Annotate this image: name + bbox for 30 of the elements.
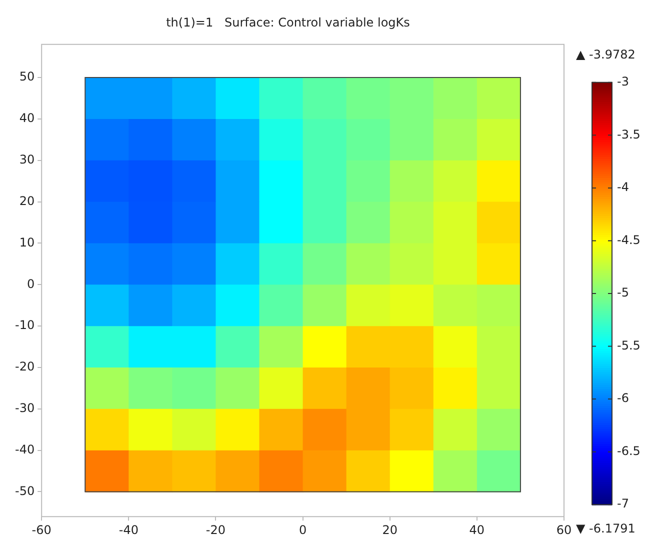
y-tick-label: -10 xyxy=(14,318,35,332)
y-tick-label: -50 xyxy=(14,484,35,498)
x-tick-label: -20 xyxy=(206,522,226,537)
x-tick-label: 40 xyxy=(469,522,485,537)
color-bar-label: -5.5 xyxy=(617,338,640,352)
color-bar-label: -7 xyxy=(617,496,629,511)
y-tick-label: 0 xyxy=(26,276,35,291)
y-tick-label: 10 xyxy=(19,235,35,250)
y-tick-label: -20 xyxy=(14,360,35,374)
color-bar-label: -3 xyxy=(617,74,629,89)
y-tick-label: 30 xyxy=(19,152,35,167)
y-tick-label: -40 xyxy=(14,442,35,456)
x-tick-label: -60 xyxy=(32,522,52,537)
color-bar-label: -5 xyxy=(617,286,629,300)
y-tick-label: 50 xyxy=(19,70,35,84)
color-bar-label: -6 xyxy=(617,391,629,406)
y-tick-label: 20 xyxy=(19,194,35,208)
text: ▼ -6.1791 xyxy=(576,522,636,536)
x-tick-label: -40 xyxy=(118,522,138,537)
color-bar-label: -3.5 xyxy=(617,127,640,142)
y-tick-label: -30 xyxy=(14,401,35,416)
x-tick-label: 60 xyxy=(556,522,572,537)
x-tick-label: 0 xyxy=(298,522,307,537)
text: ▲ -3.9782 xyxy=(576,48,636,62)
color-bar-label: -4.5 xyxy=(617,232,640,247)
color-bar-label: -4 xyxy=(617,180,629,194)
y-tick-label: 40 xyxy=(19,111,35,126)
color-bar-label: -6.5 xyxy=(617,444,640,458)
chart-title: th(1)=1 Surface: Control variable logKs xyxy=(166,15,410,30)
x-tick-label: 20 xyxy=(382,522,398,537)
